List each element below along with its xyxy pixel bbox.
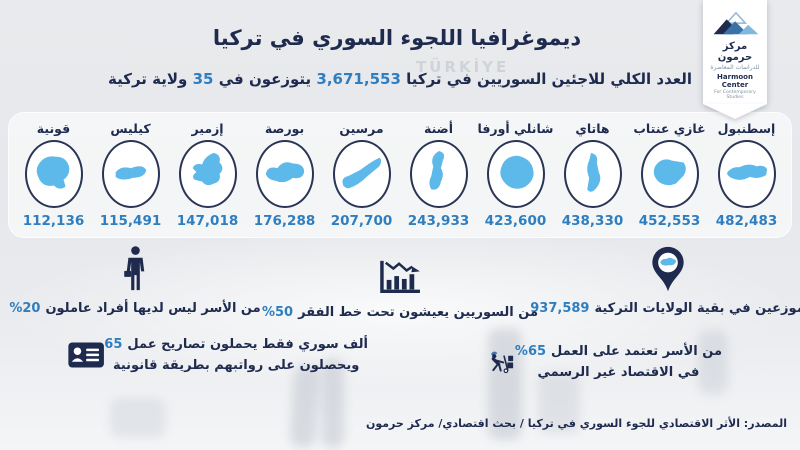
stat-poverty: %50 من السوريين يعيشون تحت خط الفقر <box>262 250 538 320</box>
city-name: شانلي أورفا <box>477 121 554 136</box>
city-item: كيليس 115,491 <box>92 121 169 229</box>
province-map-circle <box>24 140 83 208</box>
province-map-circle <box>640 140 699 208</box>
stat-work-permits: 65 ألف سوري فقط يحملون تصاريح عمل ويحصلو… <box>68 334 368 377</box>
logo-tagline-english: For Contemporary Studies <box>714 90 756 100</box>
city-item: بورصة 176,288 <box>246 121 323 229</box>
city-name: أضنة <box>423 121 454 136</box>
province-map-circle <box>409 140 468 208</box>
province-map-circle <box>255 140 314 208</box>
city-refugee-count: 207,700 <box>330 213 393 229</box>
province-shape-icon <box>428 151 444 190</box>
harmoon-center-logo: مركز حرمون للدراسات المعاصرة Harmoon Cen… <box>703 0 767 119</box>
city-name: هاتاي <box>575 121 610 136</box>
stat-text: من السوريين يعيشون تحت خط الفقر <box>298 305 539 320</box>
province-shape-icon <box>586 152 600 192</box>
city-name: بورصة <box>264 121 305 136</box>
city-item: شانلي أورفا 423,600 <box>477 121 554 229</box>
stat-number: %50 <box>261 305 294 320</box>
city-name: قونية <box>36 121 71 136</box>
stat-number: 65 <box>104 337 123 352</box>
city-name: مرسين <box>339 121 384 136</box>
city-item: غازي عنتاب 452,553 <box>631 121 708 229</box>
province-shape-icon <box>36 156 69 189</box>
background-figure <box>698 330 728 394</box>
province-map-circle <box>563 140 622 208</box>
stat-text: ألف سوري فقط يحملون تصاريح عمل <box>127 337 368 352</box>
stat-number: %20 <box>9 301 41 316</box>
stat-remaining-provinces: 937,589 موزعين في بقية الولايات التركية <box>530 246 800 316</box>
city-name: إسطنبول <box>717 121 776 136</box>
province-shape-icon <box>726 164 767 180</box>
city-item: مرسين 207,700 <box>323 121 400 229</box>
city-name: إزمير <box>191 121 224 136</box>
city-refugee-count: 482,483 <box>715 213 778 229</box>
city-refugee-count: 438,330 <box>561 213 624 229</box>
city-refugee-count: 176,288 <box>253 213 316 229</box>
stat-text: في الاقتصاد غير الرسمي <box>537 365 700 380</box>
city-item: إزمير 147,018 <box>169 121 246 229</box>
stat-number: %65 <box>514 343 547 359</box>
city-name: غازي عنتاب <box>633 121 706 136</box>
city-item: إسطنبول 482,483 <box>708 121 785 229</box>
city-refugee-count: 243,933 <box>407 213 470 229</box>
stat-number: 937,589 <box>530 301 590 316</box>
logo-ribbon-tail <box>703 104 767 119</box>
subtitle-text: يتوزعون في <box>218 70 312 88</box>
total-refugees-number: 3,671,553 <box>316 70 401 88</box>
worker-cart-icon <box>491 351 514 374</box>
city-name: كيليس <box>110 121 151 136</box>
province-map-circle <box>486 140 545 208</box>
cities-panel: إسطنبول 482,483 غازي عنتاب 452,553 هاتاي… <box>8 112 792 238</box>
logo-name-english: Harmoon Center <box>717 73 753 89</box>
province-shape-icon <box>115 166 146 180</box>
location-pin-icon <box>651 246 684 292</box>
province-shape-icon <box>499 155 534 189</box>
id-card-icon <box>68 342 104 368</box>
turkiye-map-watermark: TÜRKİYE <box>416 58 510 76</box>
city-refugee-count: 452,553 <box>638 213 701 229</box>
mountains-logo-icon <box>713 11 759 35</box>
page-subtitle: العدد الكلي للاجئين السوريين في تركيا 3,… <box>70 70 730 88</box>
page-title: ديموغرافيا اللجوء السوري في تركيا <box>212 26 582 50</box>
subtitle-text: العدد الكلي للاجئين السوريين في تركيا <box>406 70 692 88</box>
city-item: أضنة 243,933 <box>400 121 477 229</box>
logo-name-arabic: مركز حرمون <box>717 41 753 63</box>
background-figure <box>322 358 344 448</box>
province-shape-icon <box>192 152 222 186</box>
province-shape-icon <box>265 162 304 183</box>
province-map-circle <box>101 140 160 208</box>
source-line: المصدر: الأثر الاقتصادي للجوء السوري في … <box>365 417 787 430</box>
stat-text: موزعين في بقية الولايات التركية <box>594 301 800 316</box>
logo-ribbon: مركز حرمون للدراسات المعاصرة Harmoon Cen… <box>703 0 767 104</box>
stat-text: من الأسر ليس لديها أفراد عاملون <box>45 301 261 316</box>
stat-families-without-workers: %20 من الأسر ليس لديها أفراد عاملون <box>9 246 261 316</box>
city-refugee-count: 115,491 <box>99 213 162 229</box>
businessman-icon <box>123 246 144 291</box>
background-figure <box>538 372 580 434</box>
provinces-count-number: 35 <box>192 70 214 88</box>
province-map-circle <box>332 140 391 208</box>
province-map-circle <box>717 140 776 208</box>
province-shape-icon <box>653 159 686 186</box>
province-map-circle <box>178 140 237 208</box>
background-figure <box>110 398 166 438</box>
stat-text: ويحصلون على رواتبهم بطريقة قانونية <box>112 358 360 374</box>
city-refugee-count: 112,136 <box>22 213 85 229</box>
city-item: هاتاي 438,330 <box>554 121 631 229</box>
background-figure <box>488 328 522 440</box>
city-refugee-count: 147,018 <box>176 213 239 229</box>
stat-informal-economy: %65 من الأسر تعتمد على العمل في الاقتصاد… <box>487 338 722 386</box>
declining-chart-icon <box>380 260 420 294</box>
province-shape-icon <box>341 157 381 189</box>
city-refugee-count: 423,600 <box>484 213 547 229</box>
stat-text: من الأسر تعتمد على العمل <box>551 343 722 359</box>
city-item: قونية 112,136 <box>15 121 92 229</box>
subtitle-text: ولاية تركية <box>108 70 188 88</box>
logo-tagline-arabic: للدراسات المعاصرة <box>710 64 760 71</box>
